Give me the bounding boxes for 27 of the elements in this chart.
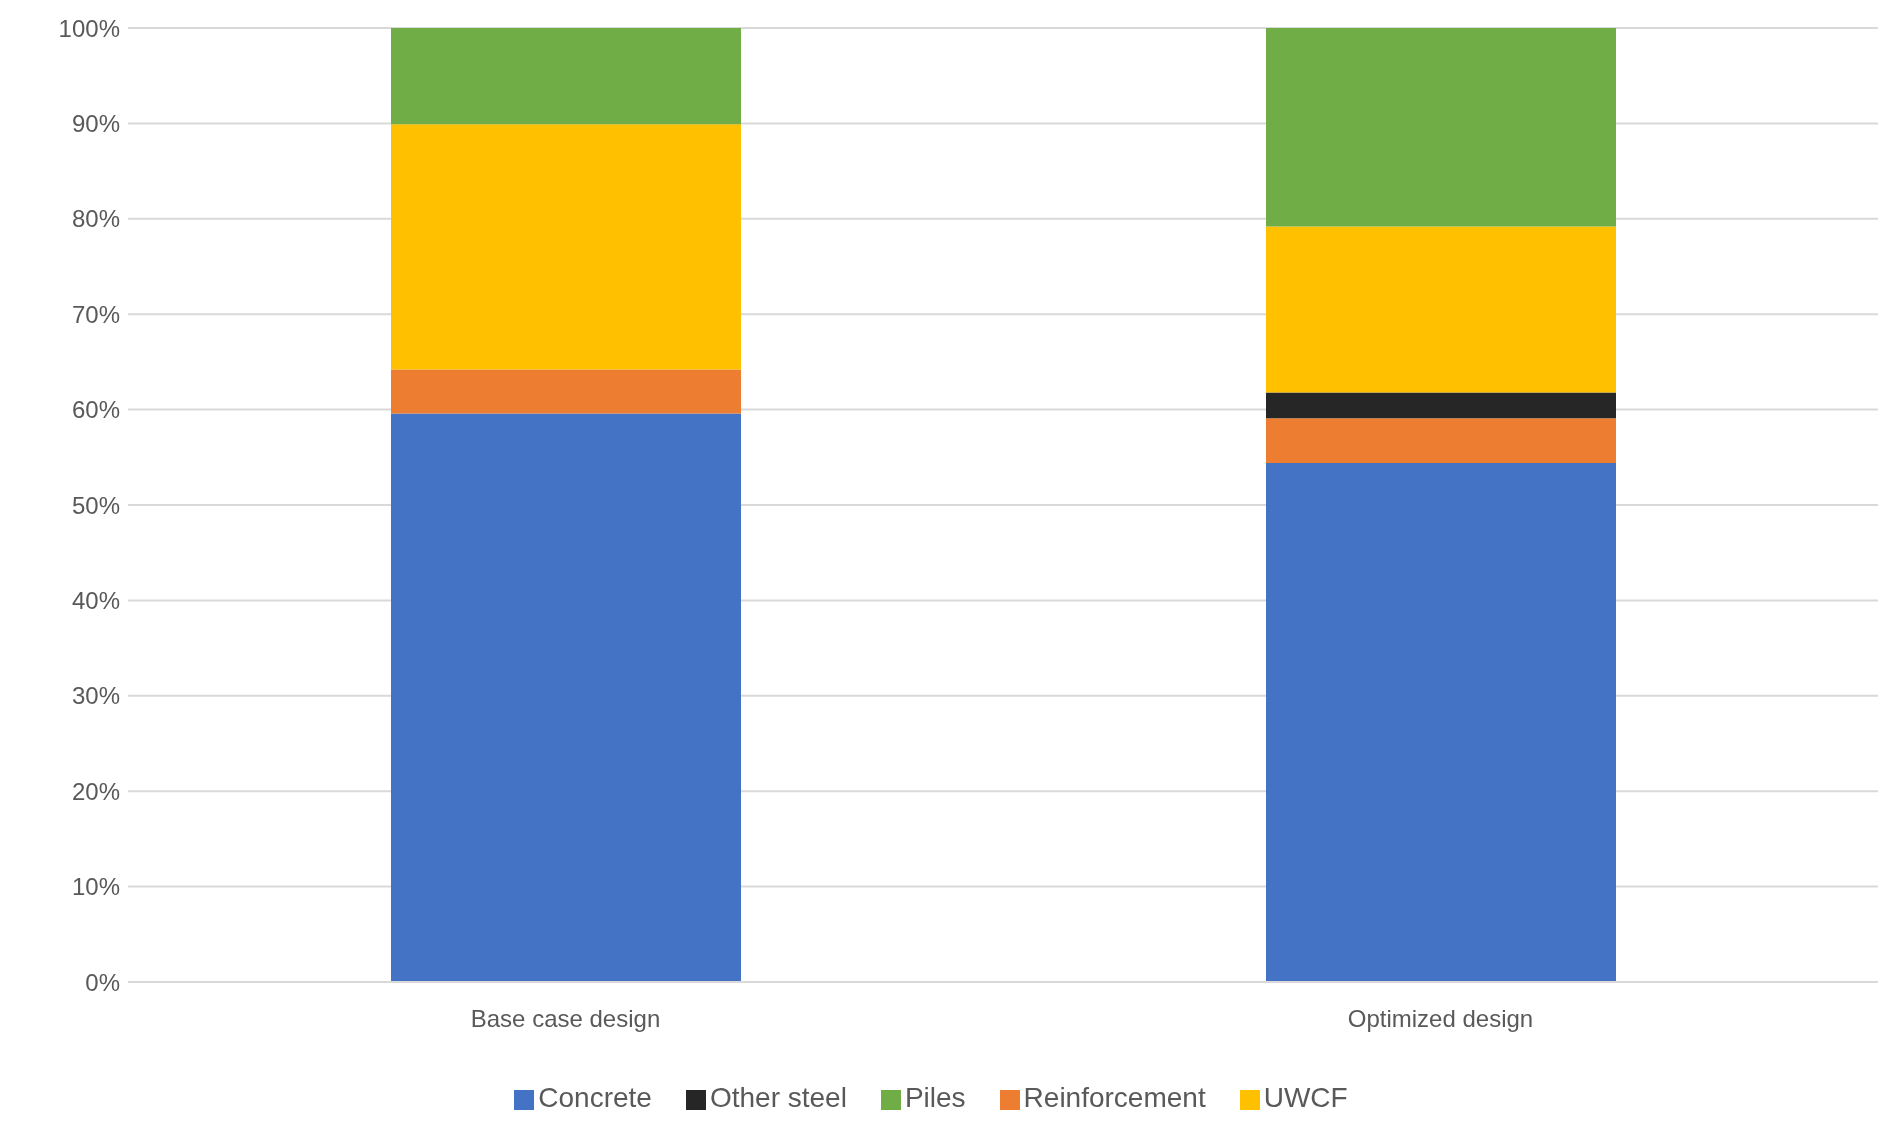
bar bbox=[391, 413, 741, 982]
y-tick-label: 90% bbox=[71, 109, 120, 137]
bar bbox=[1266, 392, 1616, 419]
legend-label: Reinforcement bbox=[1023, 1082, 1206, 1113]
y-tick-label: 30% bbox=[71, 682, 120, 710]
bar bbox=[1266, 418, 1616, 464]
y-tick-label: 60% bbox=[71, 396, 120, 424]
x-tick-label: Optimized design bbox=[1347, 1005, 1534, 1033]
y-tick-label: 80% bbox=[71, 205, 120, 233]
legend-label: Concrete bbox=[538, 1082, 652, 1113]
bar bbox=[391, 124, 741, 370]
legend-label: UWCF bbox=[1263, 1082, 1348, 1113]
y-tick-label: 70% bbox=[71, 300, 120, 328]
y-tick-label: 0% bbox=[85, 968, 120, 996]
y-tick-label: 40% bbox=[71, 586, 120, 614]
y-tick-label: 50% bbox=[71, 491, 120, 519]
bar bbox=[391, 28, 741, 125]
legend-label: Piles bbox=[904, 1082, 966, 1113]
legend-label: Other steel bbox=[709, 1082, 847, 1113]
bar bbox=[1266, 226, 1616, 393]
x-tick-label: Base case design bbox=[470, 1005, 661, 1033]
bar bbox=[1266, 28, 1616, 227]
bar bbox=[1266, 463, 1616, 982]
y-tick-label: 10% bbox=[71, 873, 120, 901]
bar bbox=[391, 369, 741, 414]
y-tick-label: 20% bbox=[71, 777, 120, 805]
y-tick-label: 100% bbox=[58, 14, 120, 42]
